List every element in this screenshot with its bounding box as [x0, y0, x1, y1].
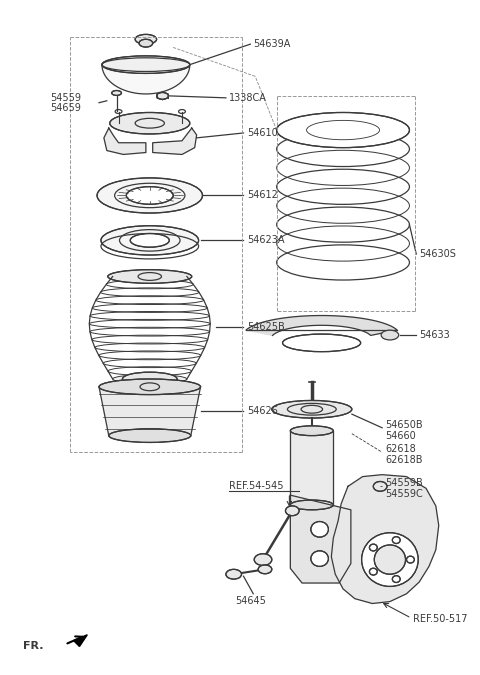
Ellipse shape: [290, 500, 333, 510]
Polygon shape: [290, 431, 333, 505]
Ellipse shape: [258, 565, 272, 574]
Text: REF.54-545: REF.54-545: [229, 481, 283, 491]
Text: 54660: 54660: [385, 431, 416, 441]
Ellipse shape: [370, 568, 377, 575]
Text: 54639A: 54639A: [253, 39, 290, 49]
Ellipse shape: [139, 39, 153, 47]
Ellipse shape: [102, 56, 190, 74]
Text: 54625B: 54625B: [247, 322, 285, 332]
Polygon shape: [153, 128, 197, 155]
Polygon shape: [246, 315, 397, 335]
Text: 54650B: 54650B: [385, 420, 423, 430]
Polygon shape: [73, 634, 87, 647]
Ellipse shape: [126, 187, 173, 205]
Ellipse shape: [374, 545, 406, 574]
Ellipse shape: [276, 113, 409, 148]
Ellipse shape: [290, 426, 333, 435]
Ellipse shape: [407, 556, 414, 563]
Ellipse shape: [311, 522, 328, 537]
Ellipse shape: [109, 429, 191, 442]
Text: 54626: 54626: [247, 406, 278, 416]
Ellipse shape: [370, 544, 377, 551]
Ellipse shape: [361, 533, 418, 587]
Ellipse shape: [97, 178, 203, 213]
Ellipse shape: [113, 272, 187, 281]
Polygon shape: [331, 475, 439, 603]
Text: REF.50-517: REF.50-517: [413, 614, 468, 624]
Ellipse shape: [99, 379, 201, 395]
Ellipse shape: [122, 372, 177, 386]
Text: 54623A: 54623A: [247, 236, 285, 246]
Ellipse shape: [381, 330, 399, 340]
Ellipse shape: [392, 576, 400, 583]
Polygon shape: [104, 128, 146, 155]
Ellipse shape: [373, 481, 387, 491]
Ellipse shape: [392, 537, 400, 543]
Text: 54610: 54610: [247, 128, 278, 138]
Ellipse shape: [110, 113, 190, 134]
Text: 1338CA: 1338CA: [229, 93, 267, 103]
Ellipse shape: [101, 225, 199, 255]
Text: 54559: 54559: [50, 93, 81, 103]
Ellipse shape: [311, 551, 328, 566]
Ellipse shape: [112, 90, 121, 95]
Polygon shape: [290, 495, 351, 583]
Ellipse shape: [226, 569, 241, 579]
Ellipse shape: [254, 554, 272, 566]
Text: 54559C: 54559C: [385, 489, 423, 500]
Ellipse shape: [113, 375, 187, 383]
Text: 54559B: 54559B: [385, 479, 423, 489]
Text: 54630S: 54630S: [419, 249, 456, 259]
Text: 62618B: 62618B: [385, 455, 422, 465]
Ellipse shape: [156, 92, 168, 99]
Polygon shape: [99, 387, 201, 435]
Text: 54645: 54645: [236, 595, 266, 605]
Text: 62618: 62618: [385, 444, 416, 454]
Text: 54633: 54633: [419, 330, 450, 340]
Text: 54612: 54612: [247, 190, 278, 200]
Ellipse shape: [130, 234, 169, 247]
Ellipse shape: [108, 269, 192, 283]
Ellipse shape: [135, 34, 156, 44]
Ellipse shape: [283, 334, 360, 352]
Text: FR.: FR.: [23, 641, 43, 651]
Text: 54659: 54659: [50, 103, 81, 113]
Ellipse shape: [272, 400, 352, 418]
Ellipse shape: [286, 506, 299, 516]
